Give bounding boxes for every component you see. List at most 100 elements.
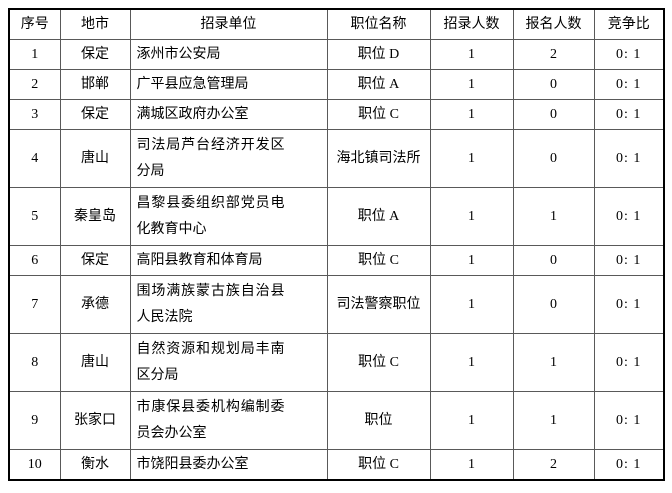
cell-ratio: 0: 1 xyxy=(593,187,665,246)
cell-city: 唐山 xyxy=(59,333,131,392)
unit-text: 高阳县教育和体育局 xyxy=(136,252,263,268)
cell-applicant-count: 1 xyxy=(512,391,595,450)
table-row: 2 邯郸 广平县应急管理局 职位 A 1 0 0: 1 xyxy=(8,69,665,100)
table-row: 3 保定 满城区政府办公室 职位 C 1 0 0: 1 xyxy=(8,99,665,130)
cell-position: 职位 C xyxy=(326,333,431,392)
table-row: 7 承德 围场满族蒙古族自治县人民法院 司法警察职位 1 0 0: 1 xyxy=(8,275,665,334)
cell-applicant-count: 0 xyxy=(512,245,595,276)
cell-unit: 涿州市公安局 xyxy=(129,39,328,70)
cell-unit: 高阳县教育和体育局 xyxy=(129,245,328,276)
cell-unit: 司法局芦台经济开发区分局 xyxy=(129,129,328,188)
cell-recruit-count: 1 xyxy=(429,39,514,70)
cell-position: 职位 D xyxy=(326,39,431,70)
cell-index: 4 xyxy=(8,129,61,188)
cell-position: 职位 A xyxy=(326,187,431,246)
table-row: 8 唐山 自然资源和规划局丰南区分局 职位 C 1 1 0: 1 xyxy=(8,333,665,392)
cell-city: 邯郸 xyxy=(59,69,131,100)
cell-position: 海北镇司法所 xyxy=(326,129,431,188)
recruitment-table-container: 序号 地市 招录单位 职位名称 招录人数 报名人数 竞争比 1 保定 涿州市公安局职… xyxy=(8,8,665,481)
cell-index: 2 xyxy=(8,69,61,100)
header-cell-ratio: 竞争比 xyxy=(593,8,665,40)
cell-recruit-count: 1 xyxy=(429,69,514,100)
header-row: 序号 地市 招录单位 职位名称 招录人数 报名人数 竞争比 xyxy=(8,8,665,40)
header-cell-index: 序号 xyxy=(8,8,61,40)
cell-recruit-count: 1 xyxy=(429,333,514,392)
table-row: 10 衡水 市饶阳县委办公室 职位 C 1 2 0: 1 xyxy=(8,449,665,481)
cell-index: 1 xyxy=(8,39,61,70)
table-row: 6 保定 高阳县教育和体育局 职位 C 1 0 0: 1 xyxy=(8,245,665,276)
cell-recruit-count: 1 xyxy=(429,187,514,246)
unit-text: 市饶阳县委办公室 xyxy=(136,456,249,472)
header-cell-city: 地市 xyxy=(59,8,131,40)
cell-applicant-count: 1 xyxy=(512,187,595,246)
cell-city: 保定 xyxy=(59,99,131,130)
cell-position: 职位 A xyxy=(326,69,431,100)
cell-ratio: 0: 1 xyxy=(593,129,665,188)
table-row: 5 秦皇岛 昌黎县委组织部党员电化教育中心 职位 A 1 1 0: 1 xyxy=(8,187,665,246)
cell-city: 保定 xyxy=(59,39,131,70)
cell-position: 职位 C xyxy=(326,449,431,481)
cell-city: 衡水 xyxy=(59,449,131,481)
cell-applicant-count: 2 xyxy=(512,449,595,481)
cell-ratio: 0: 1 xyxy=(593,39,665,70)
cell-unit: 市饶阳县委办公室 xyxy=(129,449,328,481)
header-cell-recruit-count: 招录人数 xyxy=(429,8,514,40)
unit-text: 司法局芦台经济开发区分局 xyxy=(136,137,285,179)
cell-applicant-count: 2 xyxy=(512,39,595,70)
cell-applicant-count: 0 xyxy=(512,275,595,334)
cell-applicant-count: 0 xyxy=(512,99,595,130)
cell-position: 职位 C xyxy=(326,99,431,130)
cell-ratio: 0: 1 xyxy=(593,99,665,130)
table-row: 9 张家口 市康保县委机构编制委员会办公室 职位 1 1 0: 1 xyxy=(8,391,665,450)
cell-index: 8 xyxy=(8,333,61,392)
cell-position: 司法警察职位 xyxy=(326,275,431,334)
cell-recruit-count: 1 xyxy=(429,245,514,276)
cell-position: 职位 C xyxy=(326,245,431,276)
cell-index: 5 xyxy=(8,187,61,246)
cell-recruit-count: 1 xyxy=(429,449,514,481)
table-row: 4 唐山 司法局芦台经济开发区分局 海北镇司法所 1 0 0: 1 xyxy=(8,129,665,188)
cell-city: 唐山 xyxy=(59,129,131,188)
cell-applicant-count: 0 xyxy=(512,69,595,100)
cell-unit: 市康保县委机构编制委员会办公室 xyxy=(129,391,328,450)
cell-index: 10 xyxy=(8,449,61,481)
cell-unit: 昌黎县委组织部党员电化教育中心 xyxy=(129,187,328,246)
cell-index: 6 xyxy=(8,245,61,276)
cell-recruit-count: 1 xyxy=(429,99,514,130)
cell-recruit-count: 1 xyxy=(429,129,514,188)
cell-ratio: 0: 1 xyxy=(593,391,665,450)
cell-unit: 自然资源和规划局丰南区分局 xyxy=(129,333,328,392)
cell-ratio: 0: 1 xyxy=(593,275,665,334)
header-cell-position: 职位名称 xyxy=(326,8,431,40)
cell-city: 承德 xyxy=(59,275,131,334)
cell-unit: 满城区政府办公室 xyxy=(129,99,328,130)
cell-recruit-count: 1 xyxy=(429,391,514,450)
table-row: 1 保定 涿州市公安局 职位 D 1 2 0: 1 xyxy=(8,39,665,70)
cell-index: 9 xyxy=(8,391,61,450)
cell-applicant-count: 0 xyxy=(512,129,595,188)
cell-unit: 围场满族蒙古族自治县人民法院 xyxy=(129,275,328,334)
recruitment-table: 序号 地市 招录单位 职位名称 招录人数 报名人数 竞争比 1 保定 涿州市公安局职… xyxy=(8,8,665,481)
cell-position: 职位 xyxy=(326,391,431,450)
cell-city: 保定 xyxy=(59,245,131,276)
cell-applicant-count: 1 xyxy=(512,333,595,392)
unit-text: 涿州市公安局 xyxy=(136,46,221,62)
unit-text: 自然资源和规划局丰南区分局 xyxy=(136,341,285,383)
unit-text: 围场满族蒙古族自治县人民法院 xyxy=(136,283,285,325)
header-cell-applicant-count: 报名人数 xyxy=(512,8,595,40)
unit-text: 广平县应急管理局 xyxy=(136,76,249,92)
cell-index: 3 xyxy=(8,99,61,130)
unit-text: 市康保县委机构编制委员会办公室 xyxy=(136,399,285,441)
cell-index: 7 xyxy=(8,275,61,334)
header-cell-unit: 招录单位 xyxy=(129,8,328,40)
cell-ratio: 0: 1 xyxy=(593,69,665,100)
unit-text: 满城区政府办公室 xyxy=(136,106,249,122)
unit-text: 昌黎县委组织部党员电化教育中心 xyxy=(136,195,285,237)
cell-recruit-count: 1 xyxy=(429,275,514,334)
cell-city: 张家口 xyxy=(59,391,131,450)
cell-city: 秦皇岛 xyxy=(59,187,131,246)
cell-ratio: 0: 1 xyxy=(593,333,665,392)
cell-unit: 广平县应急管理局 xyxy=(129,69,328,100)
cell-ratio: 0: 1 xyxy=(593,449,665,481)
cell-ratio: 0: 1 xyxy=(593,245,665,276)
